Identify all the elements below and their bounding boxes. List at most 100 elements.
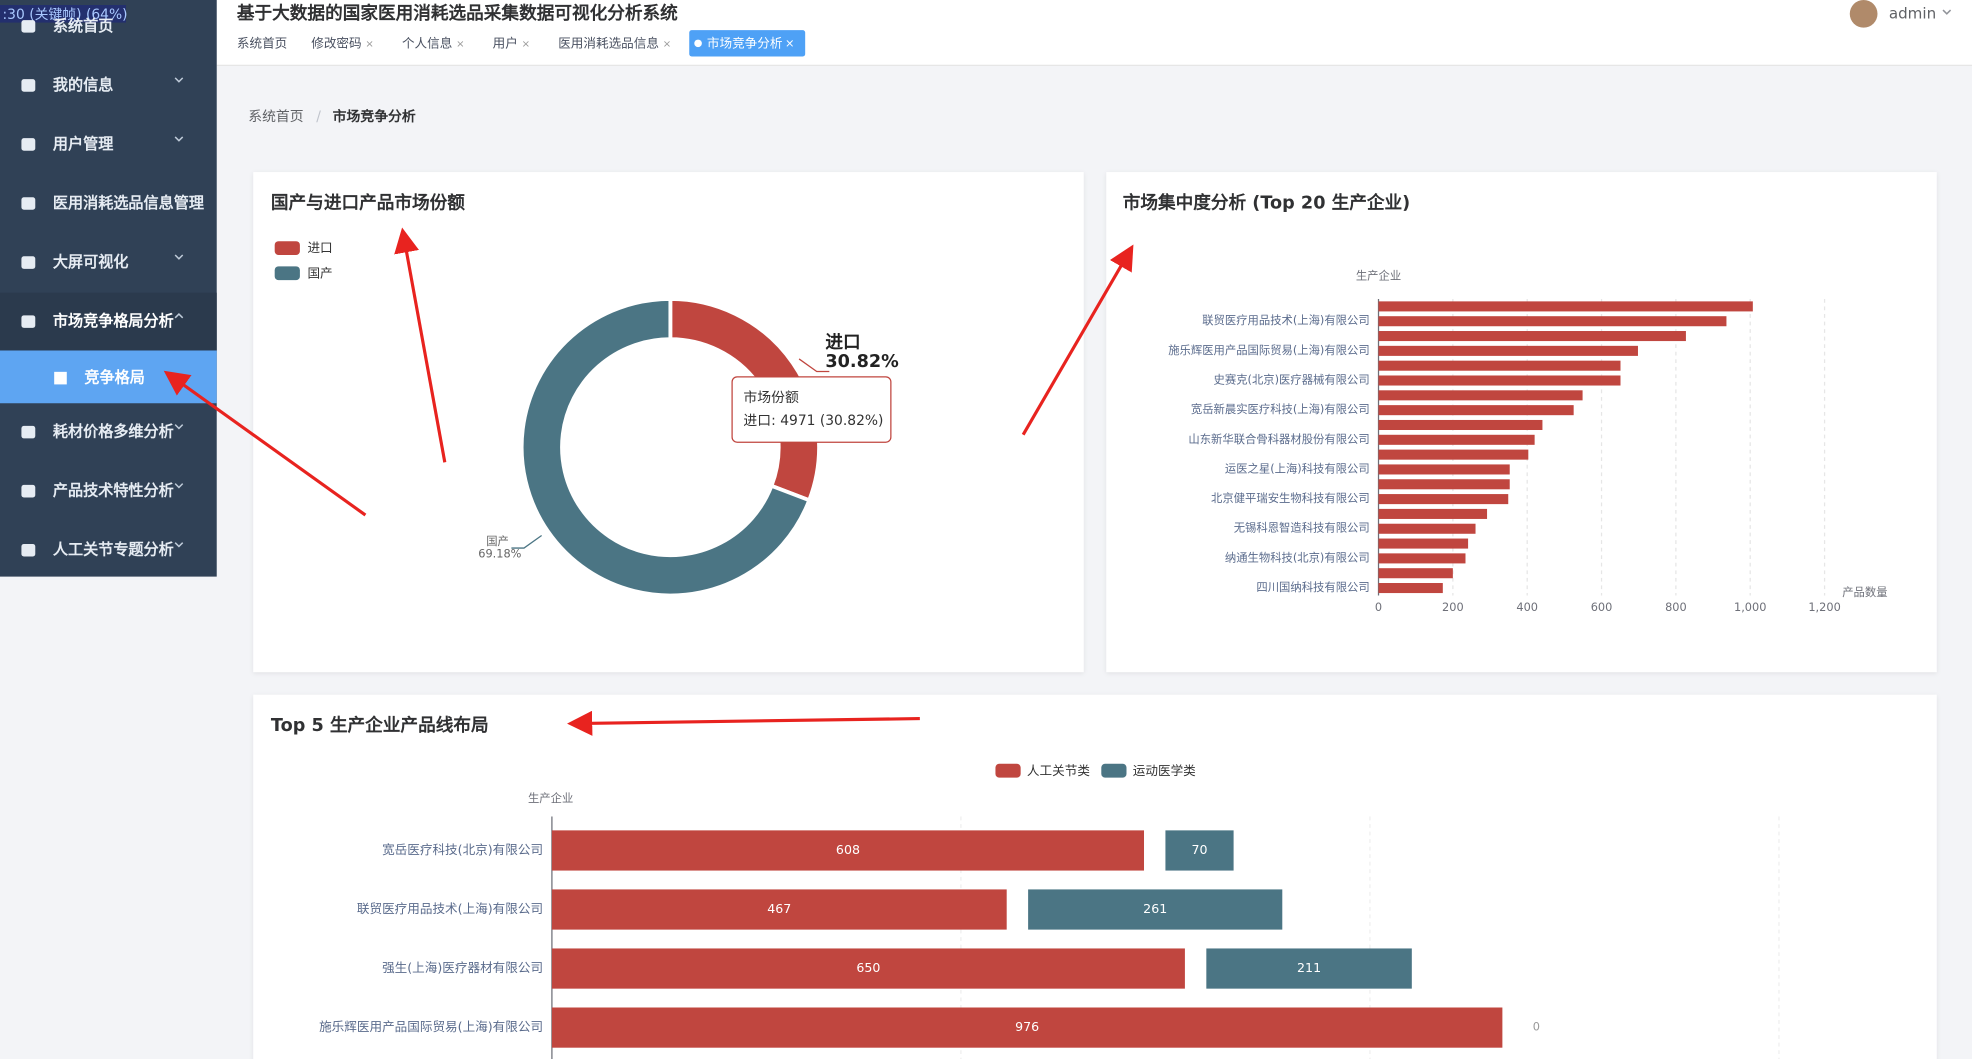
bar xyxy=(1378,390,1583,401)
menu-item[interactable]: 市场竞争格局分析 xyxy=(53,312,174,330)
y-tick-label: 纳通生物科技(北京)有限公司 xyxy=(1225,550,1370,564)
y-tick-label: 强生(上海)医疗器材有限公司 xyxy=(382,960,543,975)
slice-value: 69.18% xyxy=(478,546,521,560)
tab[interactable]: 系统首页 xyxy=(237,35,287,50)
y-tick-label: 施乐辉医用产品国际贸易(上海)有限公司 xyxy=(1168,343,1369,357)
bar xyxy=(1378,375,1621,386)
x-tick-label: 200 xyxy=(1442,600,1464,614)
tooltip-title: 市场份额 xyxy=(743,389,799,406)
axis-name: 产品数量 xyxy=(1842,585,1887,599)
chevron xyxy=(174,424,184,430)
bar xyxy=(1378,583,1443,594)
bar xyxy=(1378,331,1686,342)
bar xyxy=(1378,345,1638,356)
bar xyxy=(1378,434,1535,445)
data-label: 608 xyxy=(836,842,860,857)
bar xyxy=(1378,464,1510,475)
menu-open-bg xyxy=(0,292,217,351)
y-tick-label: 宽岳医疗科技(北京)有限公司 xyxy=(382,842,543,857)
menu-item[interactable]: 用户管理 xyxy=(53,135,113,153)
user-name[interactable]: admin xyxy=(1889,4,1936,22)
bar xyxy=(1378,316,1727,327)
legend-swatch xyxy=(274,241,300,256)
y-tick-label: 北京健平瑞安生物科技有限公司 xyxy=(1211,491,1370,505)
y-tick-label: 无锡科恩智造科技有限公司 xyxy=(1234,521,1370,535)
bar xyxy=(1378,360,1621,371)
x-tick-label: 600 xyxy=(1591,600,1613,614)
legend-label: 人工关节类 xyxy=(1027,763,1090,778)
slice-label: 国产 xyxy=(486,534,509,548)
chevron xyxy=(174,254,184,260)
y-tick-label: 宽岳新晨实医疗科技(上海)有限公司 xyxy=(1191,402,1370,416)
bar xyxy=(551,889,1007,930)
chevron xyxy=(1942,9,1952,15)
axis-name: 生产企业 xyxy=(528,791,573,805)
y-tick-label: 施乐辉医用产品国际贸易(上海)有限公司 xyxy=(319,1019,543,1034)
x-tick-label: 400 xyxy=(1516,600,1538,614)
tab-close: × xyxy=(785,36,794,50)
menu-icon xyxy=(21,256,36,269)
x-tick-label: 1,200 xyxy=(1808,600,1840,614)
arrow xyxy=(394,227,447,463)
y-tick-label: 联贸医疗用品技术(上海)有限公司 xyxy=(1202,313,1369,327)
tab[interactable]: 市场竞争分析 xyxy=(707,35,783,50)
chart-title: Top 5 生产企业产品线布局 xyxy=(271,715,489,736)
bar xyxy=(1378,419,1543,431)
menu-item[interactable]: 人工关节专题分析 xyxy=(53,541,174,559)
menu-icon xyxy=(21,20,36,33)
tab-close: × xyxy=(663,39,671,50)
menu-icon xyxy=(21,79,36,92)
menu-item[interactable]: 系统首页 xyxy=(53,17,113,35)
y-tick-label: 运医之星(上海)科技有限公司 xyxy=(1225,461,1370,475)
x-tick-label: 800 xyxy=(1665,600,1687,614)
menu-item[interactable]: 我的信息 xyxy=(53,76,113,94)
bar xyxy=(1378,508,1488,519)
menu-icon xyxy=(21,138,36,151)
data-label: 0 xyxy=(1533,1020,1540,1034)
tab[interactable]: 个人信息 xyxy=(402,35,452,50)
submenu-item[interactable]: 竞争格局 xyxy=(84,369,144,387)
label-line xyxy=(511,534,542,549)
sidebar xyxy=(0,0,217,577)
menu-icon xyxy=(21,425,36,439)
menu-icon xyxy=(21,543,36,557)
data-label: 467 xyxy=(767,901,791,916)
chart-title: 国产与进口产品市场份额 xyxy=(271,193,465,214)
axis-name: 生产企业 xyxy=(1356,268,1401,282)
tooltip xyxy=(731,376,892,443)
data-label: 70 xyxy=(1191,842,1207,857)
bar xyxy=(1378,479,1510,490)
menu-item[interactable]: 产品技术特性分析 xyxy=(53,482,174,500)
bar xyxy=(1165,830,1234,871)
tab-close: × xyxy=(522,39,530,50)
bar xyxy=(1378,449,1529,460)
legend-label: 运动医学类 xyxy=(1133,763,1196,778)
pie-slice xyxy=(519,297,812,598)
arrow xyxy=(567,710,920,736)
menu-item[interactable]: 大屏可视化 xyxy=(53,253,129,271)
bar xyxy=(1378,405,1574,416)
slice-label: 进口 xyxy=(825,333,860,353)
chevron xyxy=(174,136,184,142)
data-label: 261 xyxy=(1143,901,1167,916)
tab-close: × xyxy=(456,39,464,50)
data-label: 211 xyxy=(1297,960,1321,975)
menu-icon xyxy=(21,197,36,210)
bar xyxy=(1378,523,1476,534)
y-tick-label: 联贸医疗用品技术(上海)有限公司 xyxy=(357,901,543,916)
menu-item[interactable]: 医用消耗选品信息管理 xyxy=(53,194,204,212)
legend-swatch xyxy=(274,266,300,281)
tab[interactable]: 修改密码 xyxy=(311,35,361,50)
chart-title: 市场集中度分析 (Top 20 生产企业) xyxy=(1123,193,1411,214)
breadcrumb-item[interactable]: 系统首页 xyxy=(248,109,303,125)
breadcrumb-sep: / xyxy=(316,109,321,125)
tooltip-text: 进口: 4971 (30.82%) xyxy=(743,413,883,429)
tab[interactable]: 医用消耗选品信息 xyxy=(558,35,659,50)
menu-item[interactable]: 耗材价格多维分析 xyxy=(53,423,174,441)
legend-swatch xyxy=(995,763,1021,778)
tab[interactable]: 用户 xyxy=(493,35,518,50)
label-line xyxy=(798,358,830,373)
menu-icon xyxy=(21,484,36,498)
